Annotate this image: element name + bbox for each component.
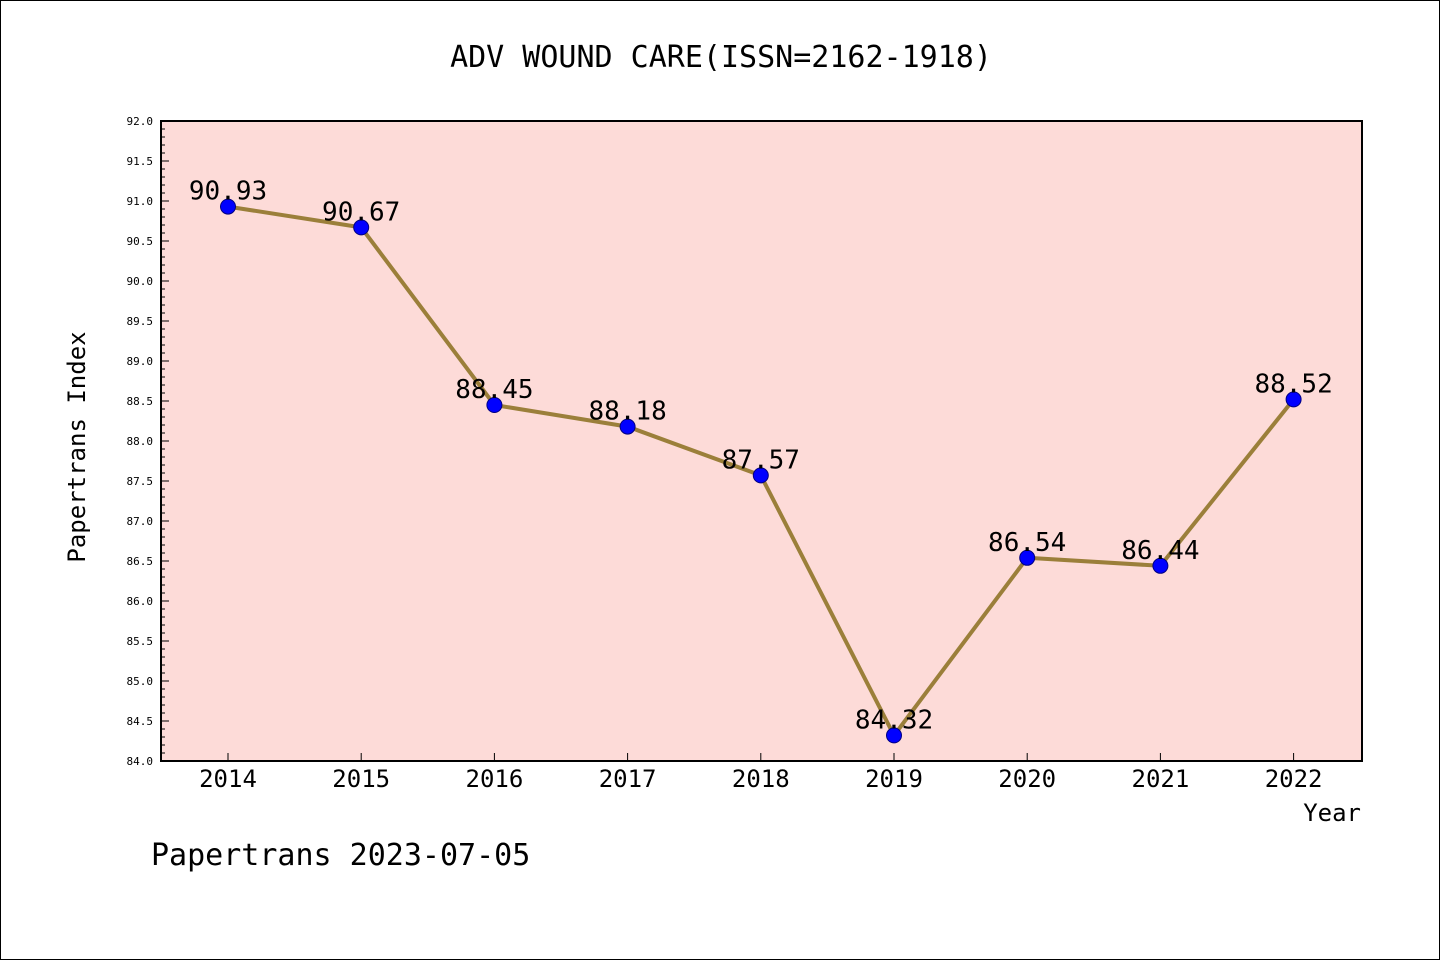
data-point [353, 219, 370, 236]
data-point [752, 467, 769, 484]
data-label: 87.57 [722, 445, 800, 475]
data-point [486, 397, 503, 413]
chart-title: ADV WOUND CARE(ISSN=2162-1918) [450, 40, 992, 75]
y-tick-label: 90.5 [127, 235, 154, 248]
y-axis-label: Papertrans Index [63, 331, 91, 562]
data-point [1019, 549, 1036, 566]
data-label: 90.67 [322, 197, 400, 227]
footer-caption: Papertrans 2023-07-05 [151, 838, 530, 873]
data-point [619, 418, 636, 435]
data-point [1152, 557, 1169, 574]
data-point [1285, 391, 1302, 408]
y-tick-label: 87.5 [127, 475, 154, 488]
data-labels: 90.93 90.67 88.45 88.18 87.57 84.32 86.54 86.44… [189, 177, 1333, 736]
x-tick-label: 2017 [599, 765, 657, 793]
y-tick-label: 90.0 [127, 275, 154, 288]
x-tick-label: 2016 [466, 765, 524, 793]
y-tick-label: 89.5 [127, 315, 154, 328]
y-axis: 84.0 84.5 85.0 85.5 86.0 86.5 87.0 87.5 88.0 88.5… [127, 115, 169, 768]
data-point [886, 727, 902, 744]
y-tick-label: 88.0 [127, 435, 154, 448]
data-points [220, 198, 1302, 744]
y-tick-label: 84.5 [127, 715, 154, 728]
y-tick-label: 85.5 [127, 635, 154, 648]
data-point [220, 198, 236, 215]
x-tick-label: 2015 [332, 765, 390, 793]
y-tick-label: 84.0 [127, 755, 154, 768]
x-tick-label: 2018 [732, 765, 790, 793]
y-tick-label: 85.0 [127, 675, 154, 688]
data-label: 90.93 [189, 177, 267, 207]
y-tick-label: 86.5 [127, 555, 154, 568]
x-tick-label: 2021 [1132, 765, 1190, 793]
data-label: 88.52 [1254, 369, 1332, 399]
data-label: 86.44 [1121, 536, 1199, 566]
y-tick-label: 86.0 [127, 595, 154, 608]
x-tick-label: 2014 [199, 765, 257, 793]
y-tick-label: 88.5 [127, 395, 154, 408]
data-label: 88.45 [455, 375, 533, 405]
x-tick-label: 2020 [998, 765, 1056, 793]
x-tick-label: 2019 [865, 765, 923, 793]
x-tick-label: 2022 [1265, 765, 1323, 793]
data-label: 84.32 [855, 705, 933, 735]
x-axis-label: Year [1303, 799, 1361, 827]
data-label: 86.54 [988, 528, 1066, 558]
y-tick-label: 87.0 [127, 515, 154, 528]
y-tick-label: 89.0 [127, 355, 154, 368]
data-label: 88.18 [588, 397, 666, 427]
x-axis: 2014 2015 2016 2017 2018 2019 2020 2021 2022 [199, 753, 1322, 793]
y-tick-label: 91.0 [127, 195, 154, 208]
y-tick-label: 92.0 [127, 115, 154, 128]
y-tick-label: 91.5 [127, 155, 154, 168]
